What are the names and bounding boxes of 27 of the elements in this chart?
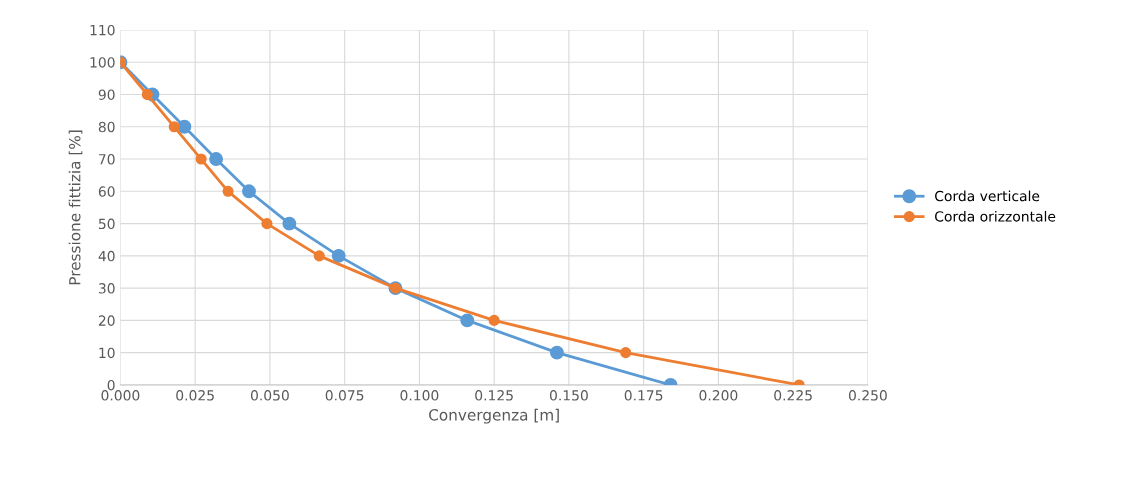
y-tick-label: 30 bbox=[98, 283, 115, 294]
y-tick-label: 40 bbox=[98, 250, 115, 262]
y-tick-label: 10 bbox=[99, 347, 115, 359]
legend-label: Corda verticale bbox=[935, 190, 1040, 202]
y-tick-label: 100 bbox=[90, 57, 115, 68]
y-tick-label: 0 bbox=[107, 379, 115, 391]
x-tick-label: 0.150 bbox=[549, 390, 588, 401]
y-axis-title: Pressione fittizia [%] bbox=[68, 130, 83, 285]
y-tick-label: 60 bbox=[98, 186, 115, 197]
x-tick-label: 0.250 bbox=[848, 390, 887, 401]
x-tick-label: 0.125 bbox=[475, 390, 513, 401]
x-tick-label: 0.025 bbox=[176, 390, 214, 401]
x-axis-title: Convergenza [m] bbox=[429, 408, 559, 424]
x-tick-label: 0.100 bbox=[400, 390, 439, 401]
y-tick-label: 50 bbox=[98, 218, 115, 230]
y-tick-label: 80 bbox=[98, 121, 115, 133]
x-tick-label: 0.000 bbox=[101, 390, 140, 401]
x-tick-label: 0.175 bbox=[624, 390, 663, 401]
legend-label: Corda orizzontale bbox=[935, 210, 1056, 222]
y-tick-label: 110 bbox=[90, 24, 115, 36]
x-tick-label: 0.075 bbox=[325, 390, 364, 401]
y-tick-label: 70 bbox=[99, 154, 115, 165]
x-tick-label: 0.050 bbox=[250, 390, 289, 401]
y-tick-label: 20 bbox=[98, 315, 115, 326]
x-tick-label: 0.225 bbox=[774, 390, 812, 401]
x-tick-label: 0.200 bbox=[699, 390, 738, 401]
y-tick-label: 90 bbox=[98, 89, 115, 100]
